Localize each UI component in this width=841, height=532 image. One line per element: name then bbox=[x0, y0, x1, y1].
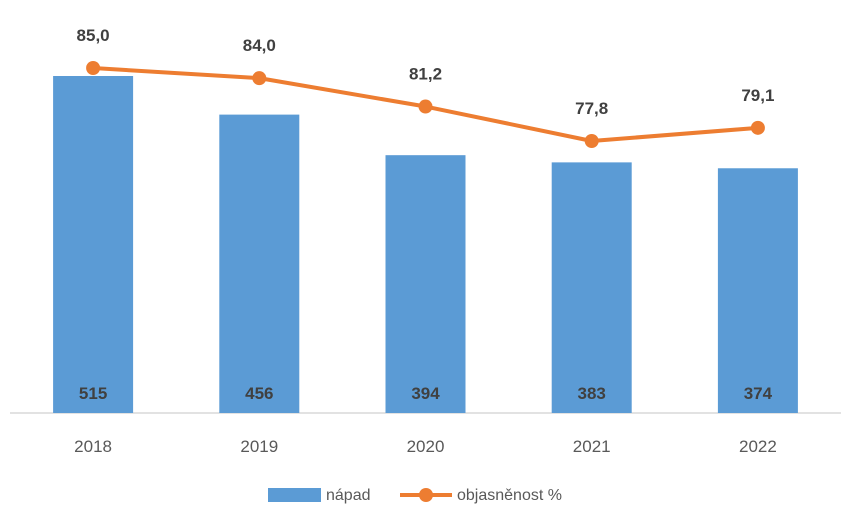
bar-label-2018: 515 bbox=[79, 384, 107, 403]
line-point-2022 bbox=[750, 120, 765, 135]
line-point-2019 bbox=[252, 71, 267, 86]
x-tick-2021: 2021 bbox=[573, 437, 611, 456]
x-tick-2019: 2019 bbox=[240, 437, 278, 456]
legend-label-objasnenost: objasněnost % bbox=[457, 487, 562, 504]
legend-swatch-marker bbox=[419, 488, 433, 502]
bar-napad-2022 bbox=[717, 168, 798, 413]
line-point-2018 bbox=[86, 61, 101, 75]
bar-napad-2020 bbox=[385, 155, 466, 413]
bar-napad-2019 bbox=[219, 114, 300, 414]
line-label-2020: 81,2 bbox=[409, 65, 442, 84]
line-label-2019: 84,0 bbox=[243, 36, 276, 55]
legend-swatch-napad bbox=[268, 488, 321, 502]
line-label-2021: 77,8 bbox=[575, 99, 608, 118]
line-label-2022: 79,1 bbox=[741, 86, 774, 105]
line-point-2020 bbox=[418, 99, 433, 114]
x-tick-2020: 2020 bbox=[407, 437, 445, 456]
bar-napad-2021 bbox=[551, 162, 632, 413]
line-point-2021 bbox=[584, 134, 599, 148]
bar-label-2022: 374 bbox=[744, 384, 773, 403]
x-tick-2018: 2018 bbox=[74, 437, 112, 456]
bar-label-2021: 383 bbox=[578, 384, 606, 403]
bar-label-2020: 394 bbox=[411, 384, 440, 403]
line-label-2018: 85,0 bbox=[77, 26, 110, 45]
legend-label-napad: nápad bbox=[326, 487, 371, 504]
bar-label-2019: 456 bbox=[245, 384, 273, 403]
bar-napad-2018 bbox=[53, 76, 134, 413]
x-tick-2022: 2022 bbox=[739, 437, 777, 456]
